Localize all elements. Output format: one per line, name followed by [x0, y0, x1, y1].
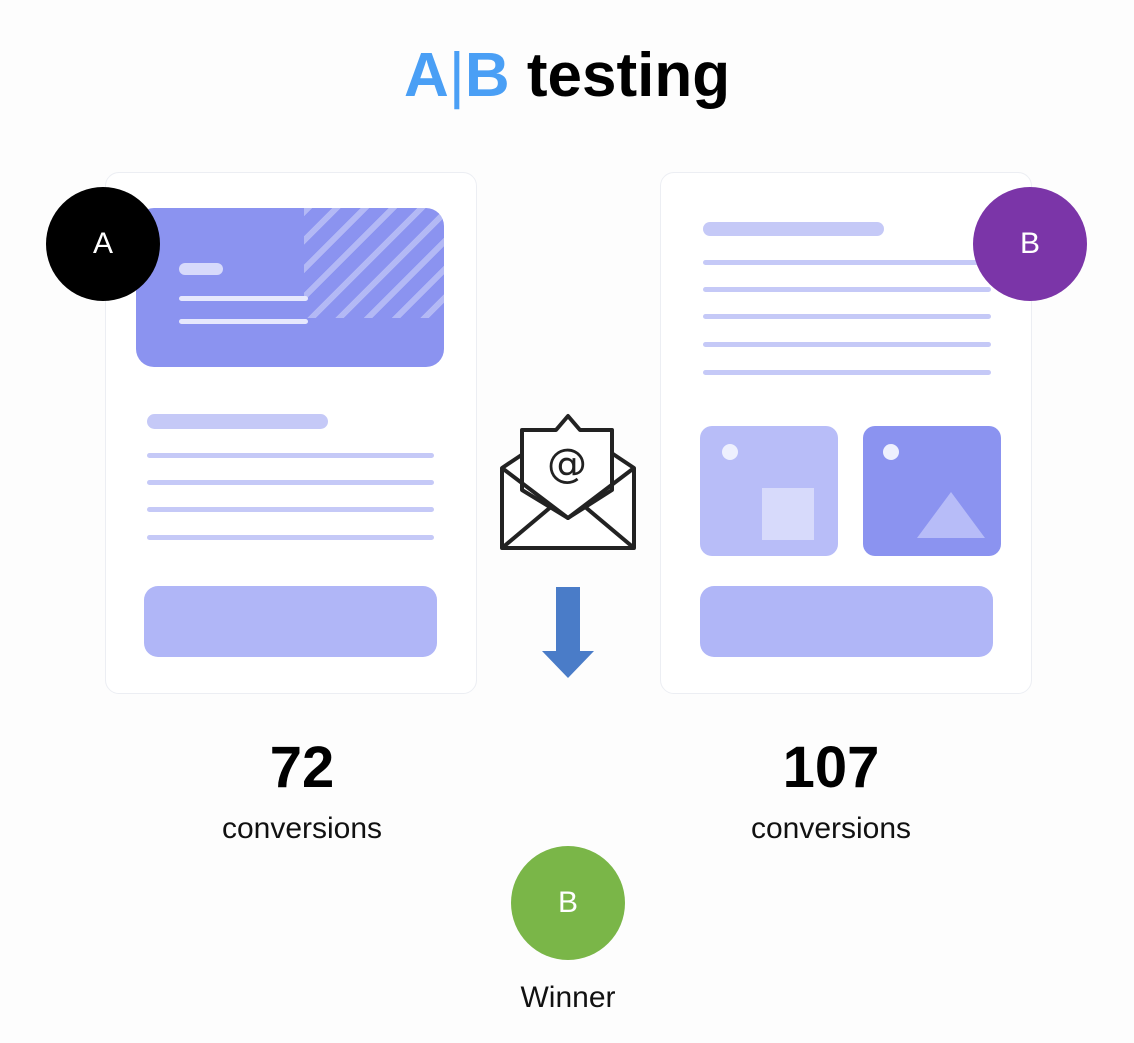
email-open-at-icon: @ — [500, 414, 636, 550]
square-icon — [762, 488, 814, 540]
title-b: B — [464, 41, 510, 110]
variant-b-conversions: 107 — [782, 735, 880, 800]
image-placeholder — [863, 426, 1001, 556]
text-line — [147, 507, 434, 512]
text-line — [147, 453, 434, 458]
text-line — [147, 480, 434, 485]
variant-a-conversions: 72 — [269, 735, 335, 800]
text-line — [703, 342, 991, 347]
dot-icon — [722, 444, 738, 460]
title-separator: | — [448, 41, 465, 110]
stripe-pattern — [304, 208, 444, 318]
heading-bar — [703, 222, 884, 236]
title-a: A — [403, 41, 449, 110]
hero-line — [179, 296, 308, 301]
hero-block — [136, 208, 444, 367]
svg-text:@: @ — [547, 441, 587, 487]
text-line — [703, 314, 991, 319]
text-line — [703, 370, 991, 375]
variant-b-badge: B — [973, 187, 1087, 301]
dot-icon — [883, 444, 899, 460]
image-placeholder — [700, 426, 838, 556]
heading-bar — [147, 414, 328, 429]
variant-b-conversions-label: conversions — [750, 812, 912, 845]
page-title: A|B testing — [0, 40, 1134, 111]
variant-a-badge: A — [46, 187, 160, 301]
text-line — [703, 287, 991, 292]
title-testing: testing — [509, 41, 731, 110]
winner-badge: B — [511, 846, 625, 960]
variant-a-card — [105, 172, 477, 694]
arrow-down-icon — [542, 587, 594, 678]
text-line — [147, 535, 434, 540]
variant-b-card — [660, 172, 1032, 694]
winner-label: Winner — [520, 981, 616, 1014]
text-line — [703, 260, 991, 265]
cta-button-shape — [144, 586, 437, 657]
triangle-icon — [917, 492, 985, 538]
hero-tag — [179, 263, 223, 275]
cta-button-shape — [700, 586, 993, 657]
variant-a-conversions-label: conversions — [221, 812, 383, 845]
hero-line — [179, 319, 308, 324]
